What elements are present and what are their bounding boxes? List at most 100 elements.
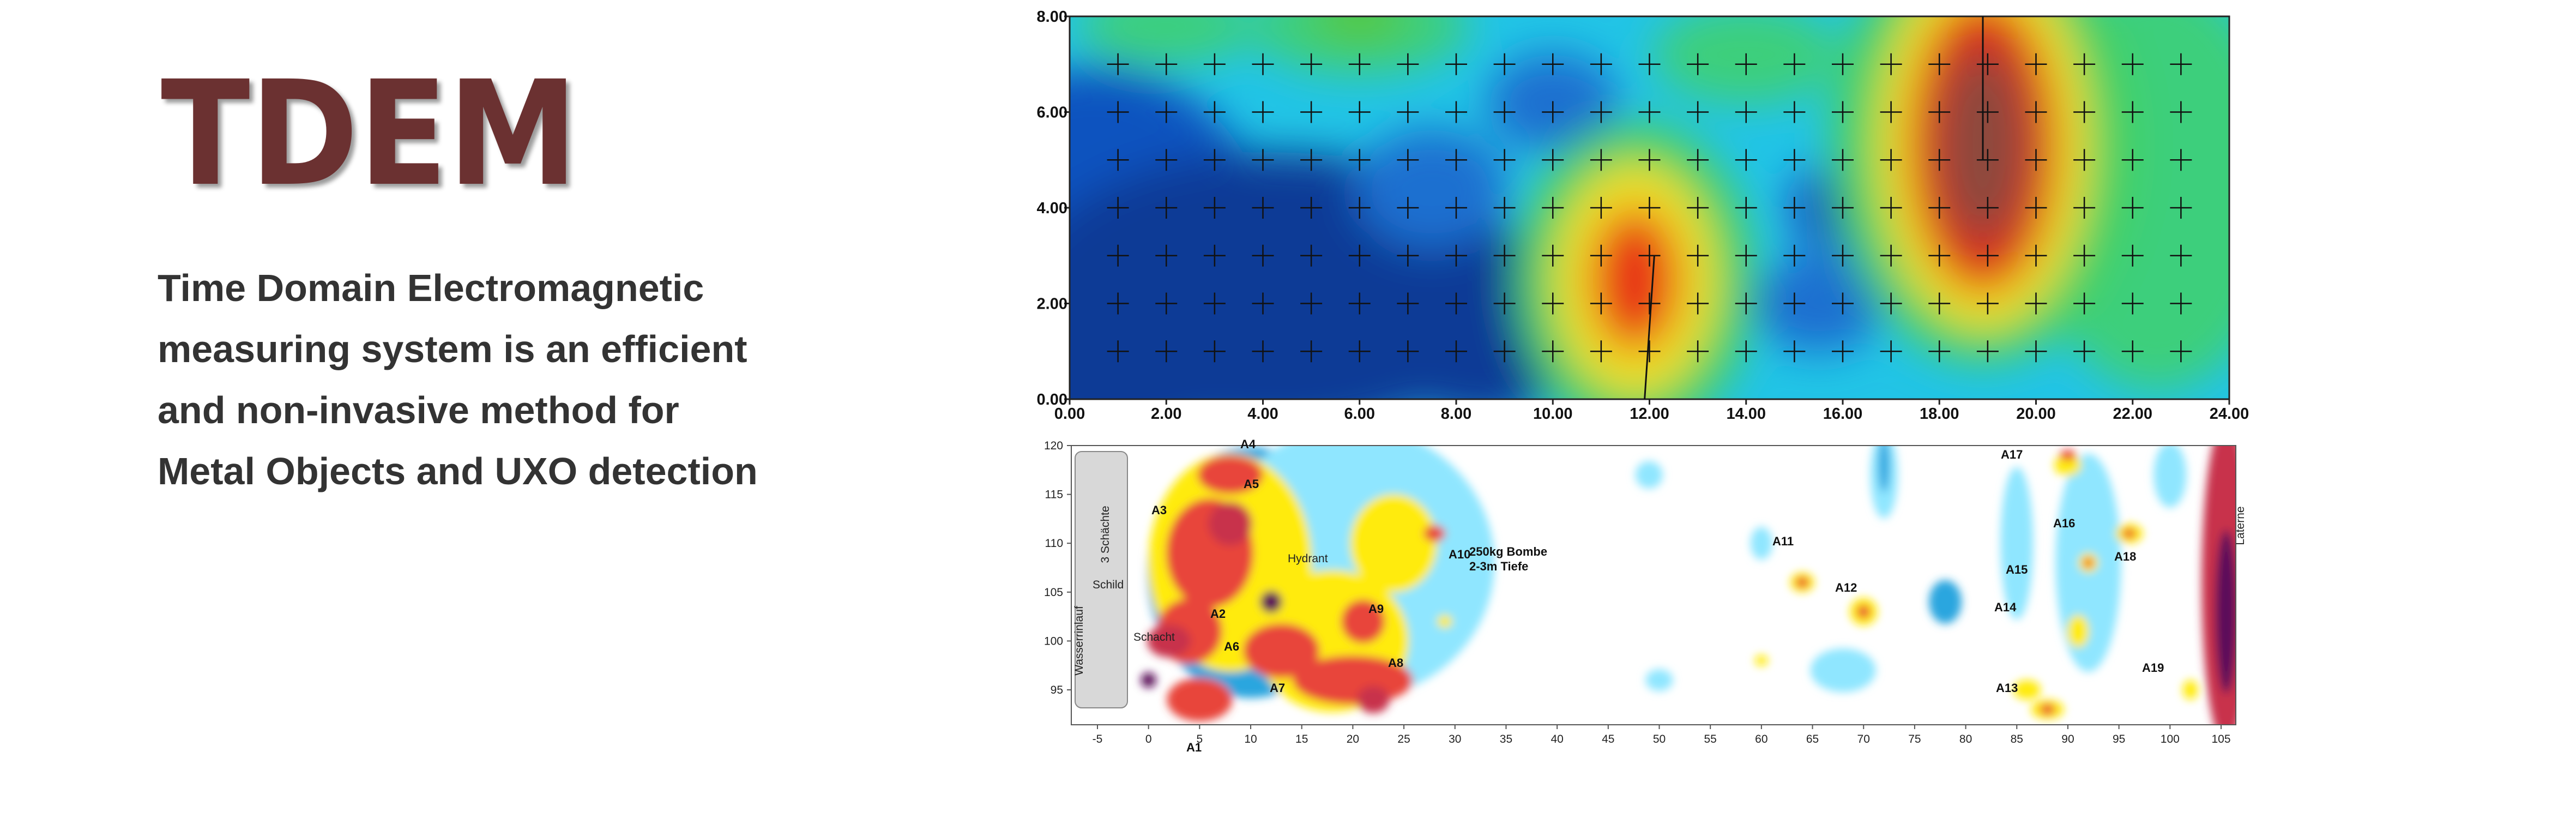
heatmap-field	[1141, 446, 2236, 725]
heat-blob	[2059, 449, 2076, 461]
heat-blob	[1423, 525, 1446, 542]
grid-cross	[1493, 101, 1516, 123]
heat-blob	[1197, 455, 1263, 494]
annotation: A13	[1996, 681, 2018, 695]
grid-cross	[1445, 197, 1467, 219]
grid-cross	[1880, 149, 1902, 171]
grid-cross	[1735, 340, 1757, 363]
grid-cross	[1638, 197, 1661, 219]
grid-cross	[1783, 244, 1806, 267]
logo: TDEM	[161, 50, 578, 218]
annotation: A19	[2142, 661, 2164, 675]
annotation: A1	[1186, 741, 1202, 754]
bottom-heatmap	[1071, 446, 2236, 725]
x-tick-label: 95	[2113, 733, 2125, 745]
grid-cross	[1542, 149, 1564, 171]
grid-crosses	[1107, 53, 2192, 363]
grid-cross	[1155, 292, 1178, 315]
x-tick-label: 25	[1397, 733, 1410, 745]
heat-blob	[2000, 467, 2034, 620]
grid-cross	[1590, 101, 1612, 123]
grid-cross	[1493, 292, 1516, 315]
grid-cross	[1107, 292, 1129, 315]
grid-cross	[1252, 244, 1274, 267]
annotation: Schacht	[1133, 631, 1175, 643]
grid-cross	[1783, 292, 1806, 315]
grid-cross	[2025, 340, 2047, 363]
x-tick-label: 2.00	[1151, 405, 1181, 423]
grid-cross	[2170, 149, 2192, 171]
grid-cross	[1928, 292, 1951, 315]
heat-blob	[1753, 254, 1884, 353]
grid-cross	[1976, 244, 1999, 267]
grid-cross	[2121, 149, 2144, 171]
description-line: measuring system is an efficient	[158, 328, 747, 370]
grid-cross	[1155, 244, 1178, 267]
grid-cross	[1735, 53, 1757, 75]
grid-cross	[1300, 149, 1323, 171]
y-tick-label: 2.00	[1037, 296, 1067, 313]
grid-cross	[2121, 53, 2144, 75]
grid-cross	[1493, 340, 1516, 363]
survey-line	[1644, 16, 1984, 400]
grid-cross	[1107, 197, 1129, 219]
heat-blob	[1167, 677, 1233, 721]
grid-cross	[1397, 149, 1419, 171]
grid-cross	[1107, 149, 1129, 171]
heat-blob	[1070, 314, 1260, 399]
grid-cross	[1687, 149, 1709, 171]
annotation: A7	[1270, 681, 1285, 695]
grid-cross	[1203, 292, 1226, 315]
grid-cross	[1300, 53, 1323, 75]
grid-cross	[1493, 149, 1516, 171]
top-map: 0.00 2.00 4.00 6.00 8.00 10.00 12.00 14.00 16.00…	[1037, 8, 2249, 423]
x-tick-label: 8.00	[1441, 405, 1471, 423]
heat-blob	[1878, 446, 1890, 492]
description-line: and non-invasive method for	[158, 389, 679, 431]
x-tick-label: 18.00	[1920, 405, 1959, 423]
heat-blob	[1929, 580, 1962, 624]
grid-cross	[1928, 340, 1951, 363]
grid-cross	[1928, 53, 1951, 75]
x-tick-label: 20.00	[2016, 405, 2056, 423]
x-tick-label: 80	[1959, 733, 1972, 745]
x-tick-label: 10	[1244, 733, 1257, 745]
grid-cross	[1735, 149, 1757, 171]
grid-cross	[2073, 244, 2096, 267]
grid-cross	[1832, 292, 1854, 315]
heat-blob	[1857, 605, 1871, 618]
grid-cross	[1252, 53, 1274, 75]
grid-cross	[1783, 197, 1806, 219]
grid-cross	[2025, 292, 2047, 315]
grid-cross	[1638, 149, 1661, 171]
annotation: A14	[1994, 600, 2017, 614]
heat-blob	[1356, 685, 1390, 713]
grid-cross	[1107, 53, 1129, 75]
grid-cross	[1687, 53, 1709, 75]
x-tick-label: 12.00	[1630, 405, 1669, 423]
annotation: A10	[1449, 548, 1470, 561]
y-tick-label: 115	[1045, 489, 1063, 501]
grid-cross	[2025, 244, 2047, 267]
grid-cross	[1880, 197, 1902, 219]
y-tick-label: 6.00	[1037, 104, 1067, 122]
grid-cross	[1832, 53, 1854, 75]
heat-blob	[2013, 680, 2041, 700]
grid-cross	[1735, 101, 1757, 123]
grid-cross	[2025, 53, 2047, 75]
grid-cross	[1880, 340, 1902, 363]
grid-cross	[1348, 292, 1371, 315]
annotation: Laterne	[2234, 506, 2247, 545]
grid-cross	[1542, 197, 1564, 219]
x-tick-label: 85	[2011, 733, 2023, 745]
grid-cross	[1542, 292, 1564, 315]
annotation: A9	[1368, 602, 1384, 616]
grid-cross	[1590, 244, 1612, 267]
grid-cross	[1590, 340, 1612, 363]
grid-cross	[2121, 244, 2144, 267]
grid-cross	[1493, 197, 1516, 219]
grid-cross	[1590, 197, 1612, 219]
grid-cross	[1590, 292, 1612, 315]
